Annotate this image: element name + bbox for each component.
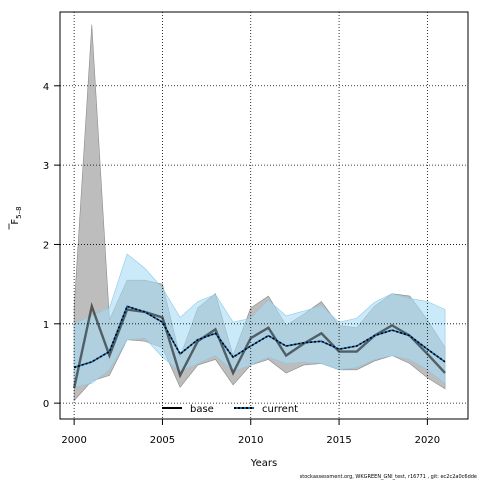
y-tick-label: 2 [43, 240, 49, 251]
y-axis: 0 1 2 3 4 [43, 82, 60, 410]
x-tick-label: 2015 [326, 435, 351, 446]
y-axis-title-main: F [10, 219, 21, 225]
x-axis: 2000 2005 2010 2015 2020 [61, 419, 440, 446]
legend-label-base: base [190, 404, 214, 415]
legend-label-current: current [262, 404, 298, 415]
footnote: stockassessment.org, WKGREEN_GNI_test, r… [300, 474, 477, 480]
series-line-base [72, 301, 446, 389]
x-tick-label: 2000 [61, 435, 86, 446]
series-line-current [73, 305, 446, 369]
svg-text:F5–8: F5–8 [10, 206, 23, 224]
confidence-bands [73, 24, 446, 402]
y-axis-title-subscript: 5–8 [15, 206, 23, 218]
legend: base current [162, 404, 298, 415]
x-tick-label: 2020 [415, 435, 440, 446]
y-tick-label: 1 [43, 320, 49, 331]
x-tick-label: 2005 [150, 435, 175, 446]
y-tick-label: 0 [43, 399, 49, 410]
x-axis-title: Years [250, 458, 277, 469]
series-lines [72, 301, 446, 389]
y-tick-label: 4 [43, 82, 49, 93]
x-tick-label: 2010 [238, 435, 263, 446]
plot-frame [59, 11, 469, 420]
y-tick-label: 3 [43, 161, 49, 172]
y-axis-title: F5–8 [8, 206, 23, 230]
band-current [73, 253, 446, 388]
